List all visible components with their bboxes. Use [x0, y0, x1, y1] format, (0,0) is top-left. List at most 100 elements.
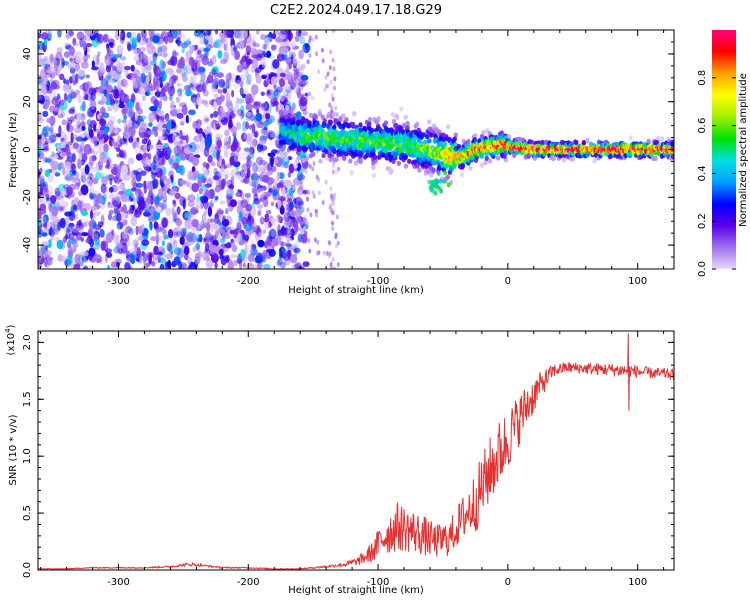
heatmap-noise-cell — [300, 230, 304, 235]
heatmap-noise-cell — [78, 252, 85, 257]
heatmap-sparse-cell — [306, 197, 309, 202]
heatmap-signal-cell — [562, 157, 566, 162]
heatmap-noise-cell — [109, 187, 114, 193]
heatmap-noise-cell — [197, 223, 202, 230]
heatmap-noise-cell — [161, 181, 165, 192]
heatmap-noise-cell — [197, 193, 200, 202]
heatmap-noise-cell — [228, 260, 234, 268]
heatmap-noise-cell — [185, 90, 192, 97]
heatmap-noise-cell — [220, 238, 226, 243]
heatmap-noise-cell — [161, 87, 166, 95]
heatmap-noise-cell — [64, 43, 70, 47]
heatmap-noise-cell — [231, 169, 236, 178]
heatmap-noise-cell — [126, 249, 132, 257]
heatmap-noise-cell — [90, 100, 97, 109]
heatmap-noise-cell — [97, 134, 103, 138]
heatmap-noise-cell — [48, 203, 52, 212]
heatmap-noise-cell — [278, 229, 281, 236]
heatmap-noise-cell — [77, 158, 82, 169]
heatmap-noise-cell — [216, 150, 220, 160]
heatmap-noise-cell — [205, 136, 213, 147]
heatmap-noise-cell — [213, 111, 218, 118]
heatmap-noise-cell — [49, 134, 55, 139]
heatmap-noise-cell — [261, 75, 266, 80]
heatmap-signal-cell — [344, 117, 348, 122]
heatmap-signal-cell — [399, 106, 403, 111]
heatmap-signal-cell — [305, 156, 309, 161]
heatmap-noise-cell — [113, 89, 119, 99]
heatmap-sparse-cell — [321, 48, 324, 53]
heatmap-noise-cell — [139, 47, 147, 52]
heatmap-noise-cell — [276, 104, 279, 112]
heatmap-signal-cell — [370, 128, 374, 133]
heatmap-noise-cell — [125, 102, 129, 110]
heatmap-noise-cell — [109, 210, 114, 215]
figure-title: C2E2.2024.049.17.18.G29 — [270, 3, 442, 18]
heatmap-noise-cell — [137, 236, 143, 240]
heatmap-noise-cell — [271, 202, 274, 207]
heatmap-noise-cell — [175, 219, 182, 226]
heatmap-noise-cell — [124, 79, 128, 86]
heatmap-noise-cell — [172, 180, 176, 187]
y-tick-label: 20 — [22, 95, 33, 108]
heatmap-noise-cell — [295, 35, 300, 42]
heatmap-noise-cell — [197, 123, 200, 130]
heatmap-noise-cell — [118, 175, 125, 180]
heatmap-noise-cell — [162, 240, 165, 246]
heatmap-noise-cell — [84, 144, 92, 155]
heatmap-noise-cell — [188, 170, 194, 180]
heatmap-noise-cell — [156, 206, 162, 212]
heatmap-noise-cell — [167, 242, 172, 251]
heatmap-noise-cell — [123, 115, 127, 121]
heatmap-noise-cell — [75, 57, 81, 63]
heatmap-noise-cell — [130, 217, 137, 227]
heatmap-noise-cell — [125, 189, 132, 196]
heatmap-noise-cell — [152, 126, 157, 131]
heatmap-sparse-cell — [311, 166, 314, 171]
heatmap-signal-cell — [310, 95, 314, 100]
heatmap-signal-cell — [452, 163, 456, 168]
heatmap-noise-cell — [141, 224, 144, 230]
heatmap-signal-cell — [397, 161, 401, 166]
heatmap-noise-cell — [100, 96, 105, 105]
heatmap-noise-cell — [203, 48, 210, 52]
heatmap-noise-cell — [250, 247, 257, 256]
heatmap-noise-cell — [253, 172, 257, 183]
heatmap-noise-cell — [177, 83, 182, 87]
heatmap-noise-cell — [81, 237, 84, 242]
heatmap-sparse-cell — [334, 234, 337, 239]
heatmap-sparse-cell — [326, 251, 329, 256]
heatmap-sparse-cell — [306, 59, 309, 64]
heatmap-sparse-cell — [316, 175, 319, 180]
heatmap-noise-cell — [170, 187, 174, 197]
heatmap-noise-cell — [298, 82, 304, 91]
heatmap-noise-cell — [177, 113, 184, 119]
heatmap-noise-cell — [278, 163, 285, 168]
heatmap-noise-cell — [213, 175, 220, 180]
heatmap-noise-cell — [215, 245, 221, 250]
heatmap-noise-cell — [230, 110, 234, 119]
heatmap-noise-cell — [157, 80, 161, 86]
heatmap-noise-cell — [255, 256, 262, 264]
heatmap-noise-cell — [210, 113, 213, 118]
heatmap-noise-cell — [103, 113, 110, 119]
heatmap-noise-cell — [139, 85, 147, 95]
heatmap-sparse-cell — [332, 58, 335, 63]
heatmap-noise-cell — [158, 136, 165, 140]
heatmap-noise-cell — [195, 136, 199, 147]
heatmap-sparse-cell — [333, 66, 336, 71]
heatmap-noise-cell — [61, 190, 65, 196]
heatmap-noise-cell — [47, 221, 51, 229]
heatmap-noise-cell — [58, 125, 61, 134]
heatmap-noise-cell — [180, 180, 187, 184]
heatmap-noise-cell — [64, 211, 72, 216]
heatmap-noise-cell — [165, 208, 172, 217]
heatmap-noise-cell — [244, 89, 248, 96]
heatmap-signal-cell — [447, 182, 451, 187]
heatmap-signal-cell — [283, 152, 287, 157]
heatmap-noise-cell — [273, 159, 278, 164]
heatmap-noise-cell — [192, 60, 198, 66]
heatmap-noise-cell — [219, 79, 226, 88]
heatmap-noise-cell — [233, 83, 239, 89]
heatmap-noise-cell — [210, 218, 216, 222]
